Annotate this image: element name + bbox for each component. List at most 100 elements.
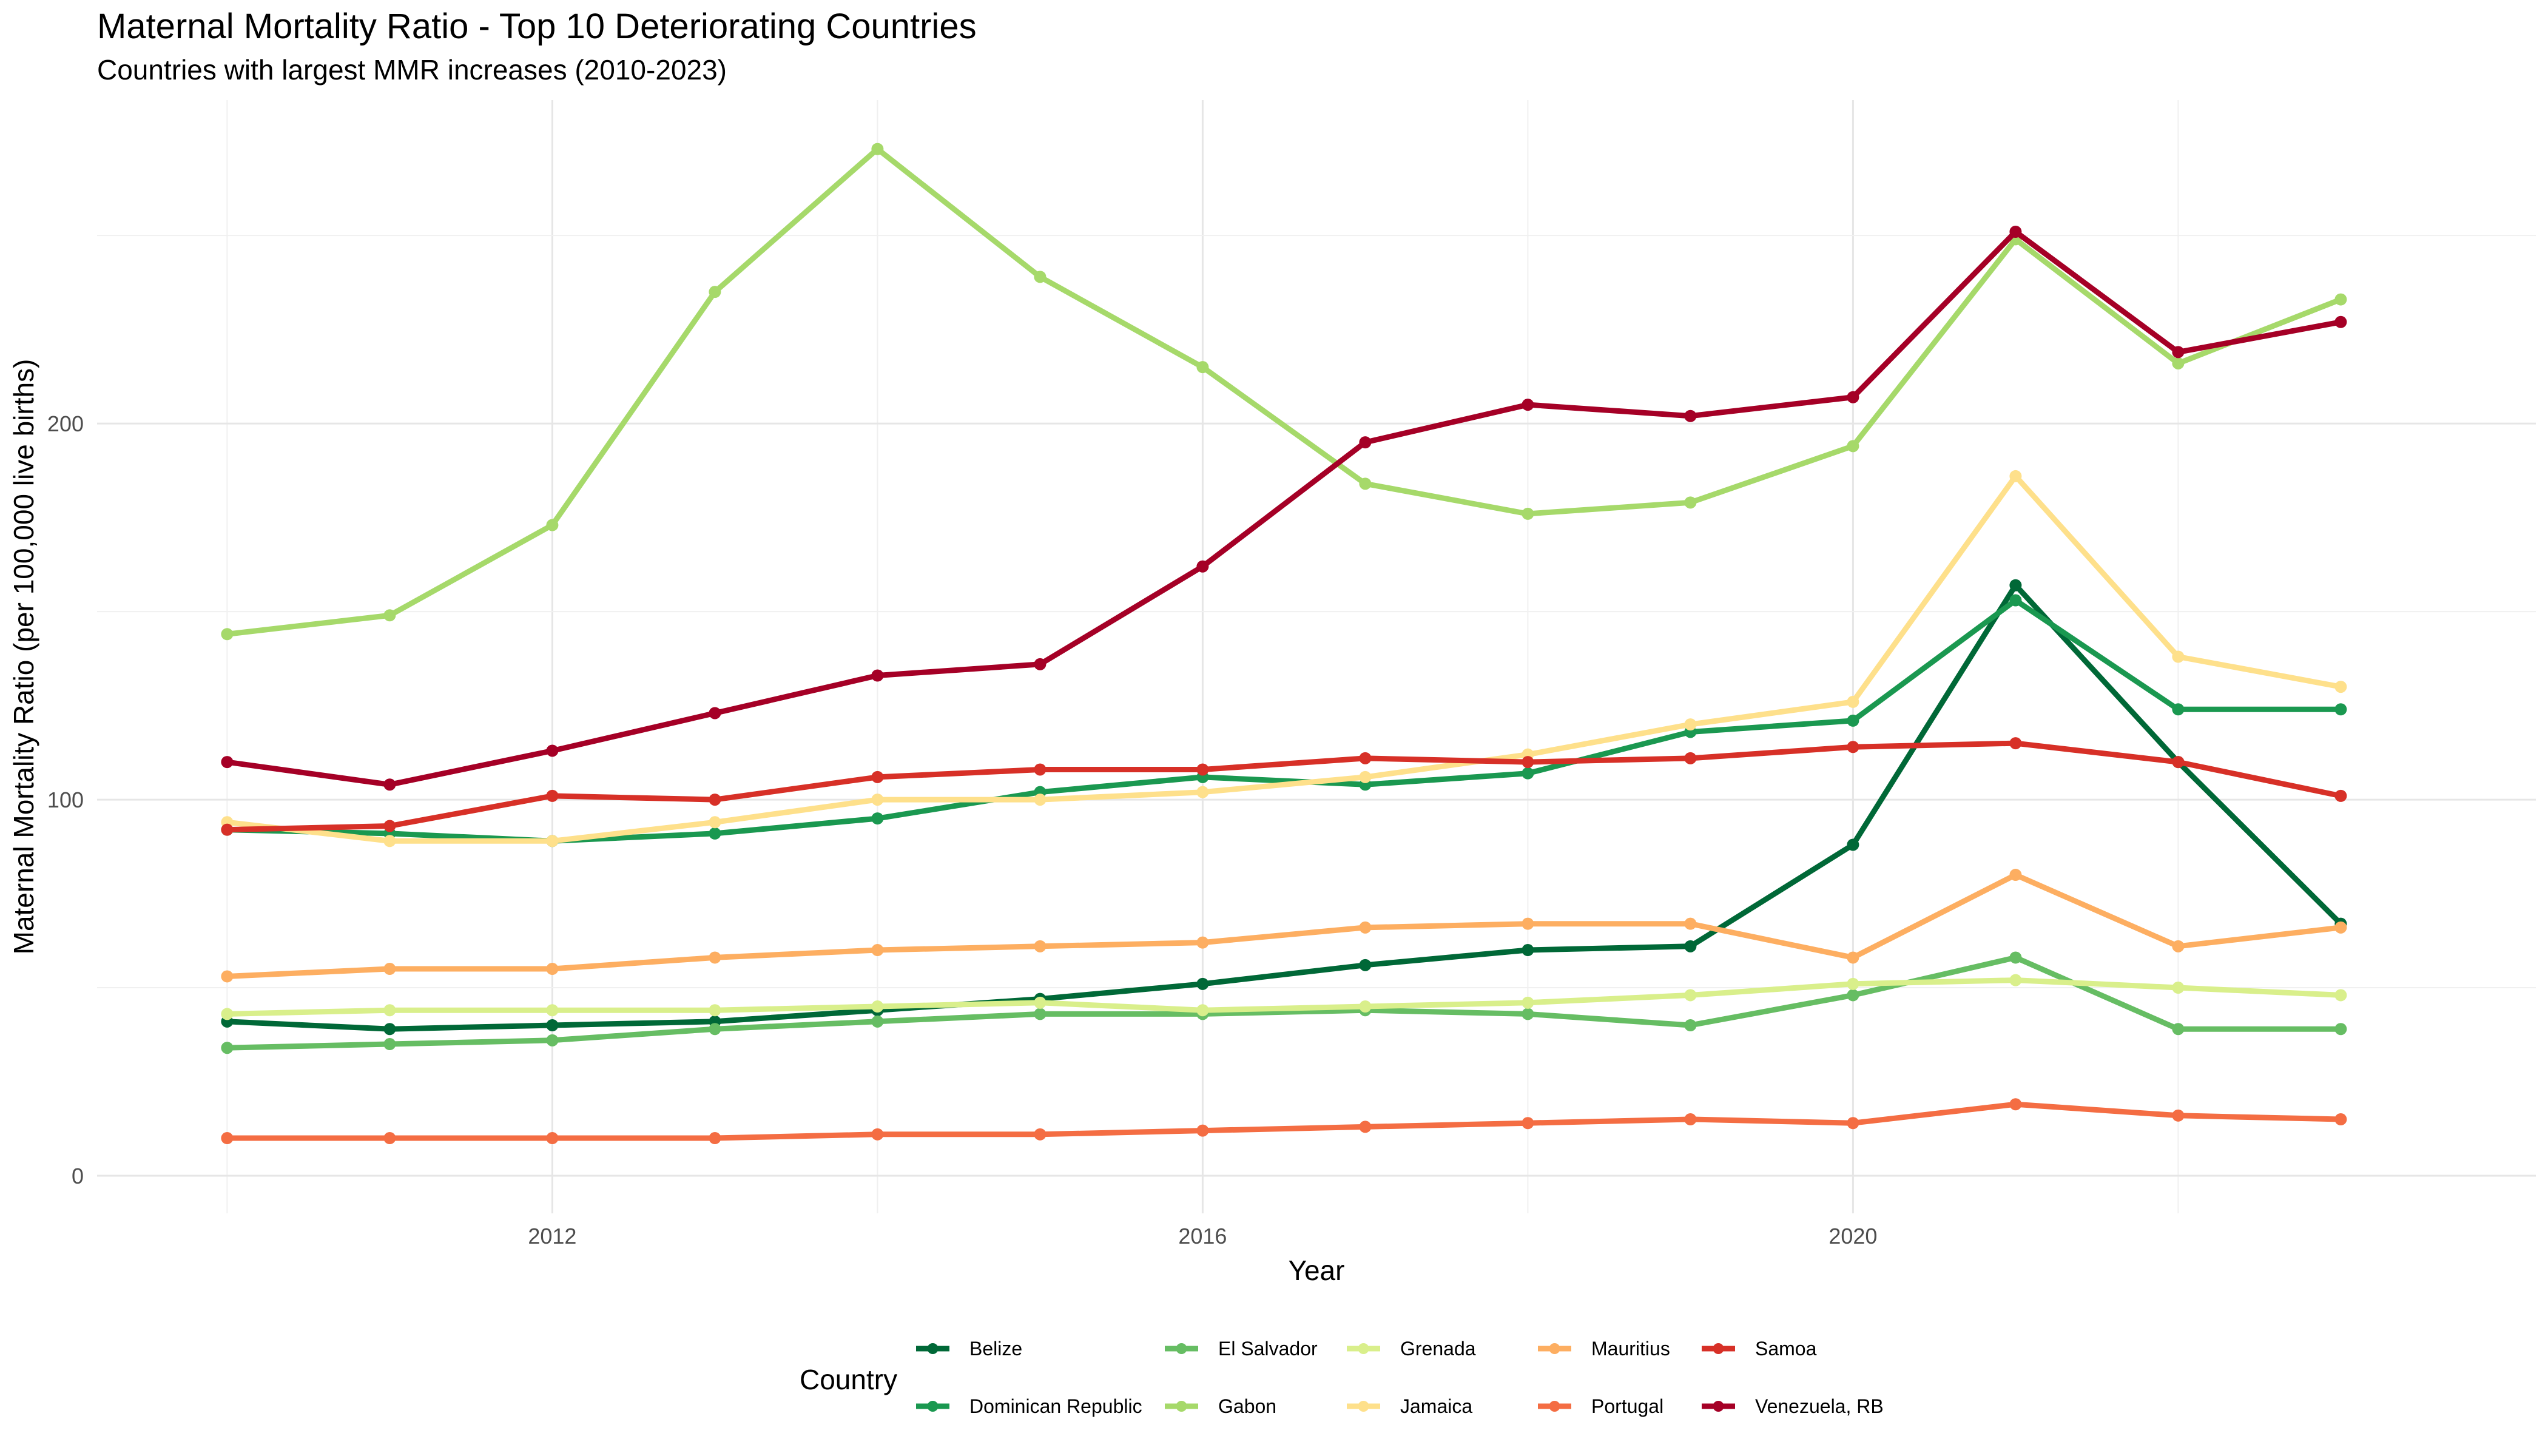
x-axis-title: Year <box>1289 1255 1345 1286</box>
series-line-belize <box>224 582 2344 1032</box>
data-point-dominican-republic <box>709 827 721 840</box>
data-point-el-salvador <box>383 1038 396 1051</box>
data-point-belize <box>1359 959 1372 971</box>
data-point-grenada <box>1034 996 1046 1009</box>
series-line-jamaica <box>224 473 2344 844</box>
data-point-jamaica <box>2009 470 2022 482</box>
legend-key-point <box>1358 1401 1369 1412</box>
data-point-grenada <box>2334 989 2347 1002</box>
data-point-el-salvador <box>221 1042 234 1054</box>
legend-label: Samoa <box>1755 1338 1817 1360</box>
data-point-portugal <box>1684 1113 1697 1126</box>
series-line-portugal <box>224 1101 2344 1141</box>
x-tick-label: 2016 <box>1178 1224 1227 1249</box>
series-gabon <box>221 143 2347 641</box>
legend-title: Country <box>800 1364 897 1395</box>
data-point-grenada <box>2172 982 2185 994</box>
series-venezuela-rb <box>221 225 2347 791</box>
data-point-dominican-republic <box>2334 703 2347 716</box>
data-point-venezuela-rb <box>2172 346 2185 359</box>
data-point-venezuela-rb <box>383 778 396 791</box>
legend-key-point <box>1549 1401 1560 1412</box>
data-point-grenada <box>1196 1004 1209 1017</box>
data-point-dominican-republic <box>2172 703 2185 716</box>
data-point-portugal <box>221 1132 234 1145</box>
y-axis-title: Maternal Mortality Ratio (per 100,000 li… <box>8 359 39 955</box>
legend-key-point <box>927 1343 939 1354</box>
data-point-dominican-republic <box>871 812 884 825</box>
data-point-el-salvador <box>2172 1023 2185 1036</box>
data-point-gabon <box>1684 496 1697 509</box>
legend-key-point <box>1549 1343 1560 1354</box>
series-mauritius <box>221 869 2347 983</box>
data-point-gabon <box>1034 271 1046 283</box>
data-point-mauritius <box>546 963 559 976</box>
legend-key-point <box>1176 1401 1187 1412</box>
data-point-grenada <box>709 1004 721 1017</box>
data-point-samoa <box>1034 763 1046 776</box>
data-point-belize <box>1196 977 1209 990</box>
series-belize <box>221 579 2347 1036</box>
data-point-el-salvador <box>1034 1008 1046 1020</box>
data-point-portugal <box>1034 1128 1046 1141</box>
data-point-jamaica <box>1196 786 1209 798</box>
series-line-gabon <box>224 146 2344 637</box>
data-point-samoa <box>709 794 721 806</box>
legend-key-point <box>1176 1343 1187 1354</box>
data-point-mauritius <box>1034 940 1046 952</box>
series-jamaica <box>221 470 2347 848</box>
data-point-belize <box>1847 838 1859 851</box>
data-point-gabon <box>1522 507 1534 520</box>
legend-label: Venezuela, RB <box>1755 1395 1884 1417</box>
data-point-portugal <box>2009 1098 2022 1111</box>
series-dominican-republic <box>221 594 2347 848</box>
data-point-el-salvador <box>709 1023 721 1036</box>
legend-key-point <box>1358 1343 1369 1354</box>
legend-item-gabon: Gabon <box>1165 1395 1276 1417</box>
data-point-portugal <box>709 1132 721 1145</box>
data-point-grenada <box>221 1008 234 1020</box>
data-point-gabon <box>2172 357 2185 369</box>
data-point-belize <box>2009 579 2022 592</box>
data-point-gabon <box>221 628 234 641</box>
data-point-samoa <box>1847 741 1859 753</box>
data-point-mauritius <box>1196 936 1209 949</box>
legend-key-point <box>927 1401 939 1412</box>
data-point-grenada <box>1522 996 1534 1009</box>
data-point-mauritius <box>221 970 234 983</box>
data-point-venezuela-rb <box>221 756 234 769</box>
data-point-belize <box>1684 940 1697 952</box>
legend-label: Portugal <box>1591 1395 1663 1417</box>
data-point-grenada <box>1847 977 1859 990</box>
data-point-samoa <box>1196 763 1209 776</box>
tick-labels: 2012 2016 2020 0 100 200 <box>47 411 1878 1249</box>
legend-item-grenada: Grenada <box>1347 1338 1476 1360</box>
data-point-jamaica <box>546 835 559 848</box>
data-point-mauritius <box>1684 917 1697 930</box>
data-point-mauritius <box>2009 869 2022 881</box>
legend-key-point <box>1713 1401 1724 1412</box>
data-point-grenada <box>546 1004 559 1017</box>
data-point-grenada <box>871 1000 884 1013</box>
legend-item-dominican-republic: Dominican Republic <box>916 1395 1142 1417</box>
series-samoa <box>221 737 2347 836</box>
legend: Country Belize Dominican Republic El Salva… <box>800 1338 1884 1417</box>
legend-label: Belize <box>969 1338 1022 1360</box>
data-point-el-salvador <box>871 1015 884 1028</box>
data-point-portugal <box>1847 1117 1859 1130</box>
data-point-venezuela-rb <box>871 669 884 682</box>
legend-item-portugal: Portugal <box>1538 1395 1663 1417</box>
series-layer <box>221 143 2347 1145</box>
series-line-grenada <box>224 977 2344 1017</box>
data-point-gabon <box>1196 361 1209 374</box>
data-point-el-salvador <box>546 1034 559 1046</box>
y-tick-label: 0 <box>72 1164 84 1188</box>
data-point-portugal <box>1196 1124 1209 1137</box>
series-line-mauritius <box>224 872 2344 979</box>
legend-label: Grenada <box>1400 1338 1476 1360</box>
x-tick-label: 2012 <box>528 1224 576 1249</box>
data-point-mauritius <box>383 963 396 976</box>
series-line-dominican-republic <box>224 598 2344 844</box>
data-point-dominican-republic <box>1522 767 1534 780</box>
